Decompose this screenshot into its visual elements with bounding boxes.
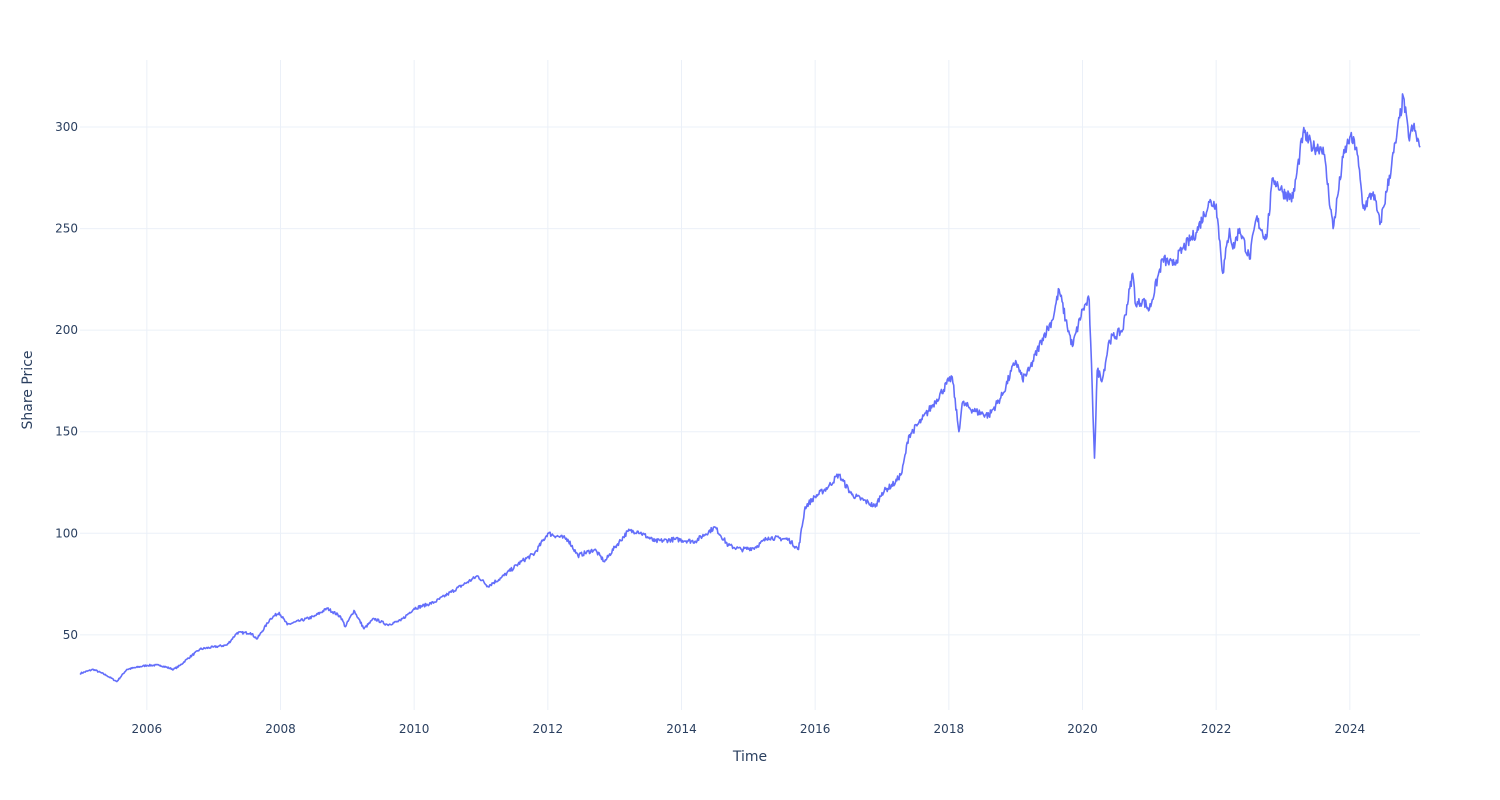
x-tick-label: 2010 [399,722,430,736]
x-tick-label: 2006 [132,722,163,736]
y-tick-label: 250 [55,222,78,236]
x-axis-title: Time [732,749,767,765]
x-tick-labels: 2006 2008 2010 2012 2014 2016 2018 2020 2022 2024 [132,722,1366,736]
y-tick-label: 100 [55,526,78,540]
x-tick-label: 2022 [1201,722,1232,736]
x-tick-label: 2018 [934,722,965,736]
x-tick-label: 2020 [1067,722,1098,736]
share-price-line [79,93,1421,683]
y-gridlines [80,126,1420,636]
x-tick-label: 2024 [1335,722,1366,736]
y-tick-label: 200 [55,323,78,337]
y-tick-labels: 50 100 150 200 250 300 [55,120,78,642]
series-layer [79,93,1421,683]
x-tick-label: 2008 [265,722,296,736]
y-tick-label: 150 [55,425,78,439]
x-tick-label: 2016 [800,722,831,736]
plot-area [80,60,1420,710]
x-tick-label: 2012 [533,722,564,736]
y-tick-label: 50 [63,628,78,642]
y-axis-title: Share Price [20,350,36,429]
x-gridlines [146,60,1351,710]
x-tick-label: 2014 [666,722,697,736]
y-tick-label: 300 [55,120,78,134]
